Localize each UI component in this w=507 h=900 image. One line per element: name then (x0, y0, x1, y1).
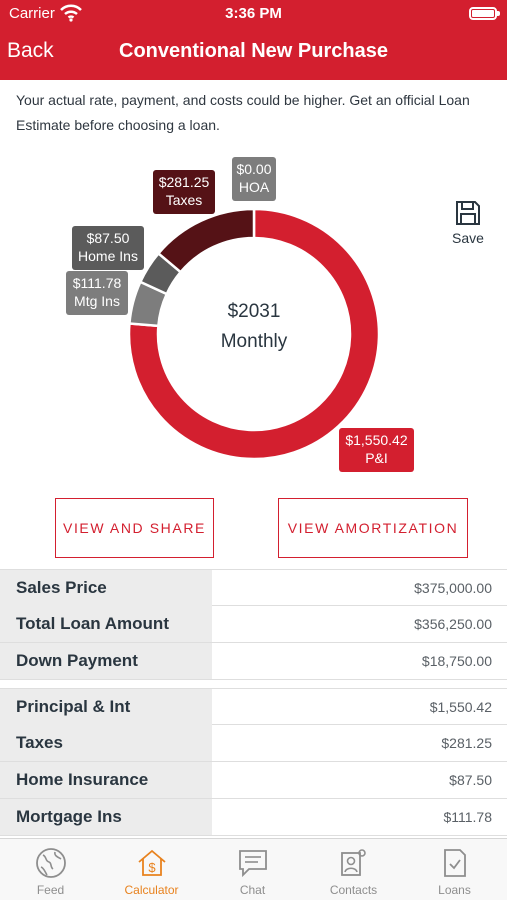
slice-tag-label: HOA (238, 179, 270, 195)
slice-tag-value: $0.00 (236, 161, 272, 177)
view-amortization-button[interactable]: VIEW AMORTIZATION (278, 498, 468, 558)
tab-label: Contacts (329, 883, 378, 897)
save-button[interactable]: Save (447, 200, 489, 246)
row-label: Total Loan Amount (0, 606, 212, 642)
slice-tag-value: $111.78 (72, 275, 122, 291)
tab-label: Feed (36, 883, 65, 897)
row-value: $1,550.42 (429, 699, 492, 715)
floppy-disk-icon (456, 201, 480, 225)
slice-tag-taxes: $281.25 Taxes (153, 170, 215, 214)
app-header: Carrier 3:36 PM Back Conventional New Pu… (0, 0, 507, 80)
slice-tag-hoa: $0.00 HOA (232, 157, 276, 201)
house-dollar-icon: $ (137, 849, 166, 876)
table-row: Total Loan Amount $356,250.00 (0, 606, 507, 643)
table-row: Down Payment $18,750.00 (0, 643, 507, 680)
status-time: 3:36 PM (225, 5, 282, 22)
loan-summary-table: Sales Price $375,000.00 Total Loan Amoun… (0, 569, 507, 680)
row-value: $111.78 (443, 809, 492, 825)
tab-chat[interactable]: Chat (202, 839, 303, 900)
back-button[interactable]: Back (7, 39, 54, 62)
slice-tag-label: P&I (365, 450, 388, 466)
slice-tag-home-ins: $87.50 Home Ins (72, 226, 144, 270)
slice-tag-label: Mtg Ins (74, 293, 120, 309)
globe-icon (35, 848, 66, 878)
slice-tag-value: $281.25 (158, 174, 210, 190)
slice-tag-value: $1,550.42 (345, 432, 408, 448)
row-label: Principal & Int (0, 689, 212, 725)
status-bar: Carrier 3:36 PM (0, 0, 507, 28)
battery-icon (469, 7, 500, 20)
slice-tag-label: Taxes (165, 192, 203, 208)
row-value: $356,250.00 (414, 616, 492, 632)
payment-breakdown-table: Principal & Int $1,550.42 Taxes $281.25 … (0, 688, 507, 836)
carrier-label: Carrier (9, 5, 55, 22)
chart-center-label: Monthly (220, 331, 288, 352)
table-row: Sales Price $375,000.00 (0, 569, 507, 606)
slice-tag-pi: $1,550.42 P&I (339, 428, 414, 472)
chart-center-amount: $2031 (227, 301, 281, 322)
view-and-share-button[interactable]: VIEW AND SHARE (55, 498, 214, 558)
row-value: $375,000.00 (414, 580, 492, 596)
wifi-icon (60, 4, 82, 22)
table-row: Mortgage Ins $111.78 (0, 799, 507, 836)
tab-loans[interactable]: Loans (404, 839, 505, 900)
slice-tag-value: $87.50 (86, 230, 130, 246)
tab-label: Chat (239, 883, 266, 897)
tab-feed[interactable]: Feed (0, 839, 101, 900)
row-label: Home Insurance (0, 762, 212, 798)
document-check-icon (443, 849, 466, 877)
disclaimer-text: Your actual rate, payment, and costs cou… (16, 92, 470, 133)
page-title: Conventional New Purchase (119, 40, 388, 62)
contacts-icon (340, 849, 366, 876)
slice-tag-mtg-ins: $111.78 Mtg Ins (66, 271, 128, 315)
table-row: Taxes $281.25 (0, 725, 507, 762)
tab-calculator[interactable]: $ Calculator (101, 839, 202, 900)
tab-label: Loans (438, 883, 471, 897)
chat-icon (238, 850, 267, 878)
tab-contacts[interactable]: Contacts (303, 839, 404, 900)
row-value: $281.25 (441, 735, 492, 751)
row-value: $87.50 (449, 772, 492, 788)
row-value: $18,750.00 (421, 653, 492, 669)
tab-label: Calculator (124, 883, 179, 897)
donut-slice-taxes (156, 207, 256, 274)
payment-donut-chart: $2031 Monthly (0, 150, 507, 480)
tab-bar: Feed $ Calculator Chat Contacts Loans (0, 838, 507, 900)
donut-slice-p-i (127, 207, 381, 461)
row-label: Mortgage Ins (0, 799, 212, 835)
donut-svg (127, 207, 381, 461)
table-row: Principal & Int $1,550.42 (0, 688, 507, 725)
save-label: Save (452, 230, 484, 246)
table-row: Home Insurance $87.50 (0, 762, 507, 799)
row-label: Down Payment (0, 643, 212, 679)
slice-tag-label: Home Ins (78, 248, 138, 264)
row-label: Sales Price (0, 570, 212, 606)
svg-text:$: $ (148, 860, 156, 875)
row-label: Taxes (0, 725, 212, 761)
